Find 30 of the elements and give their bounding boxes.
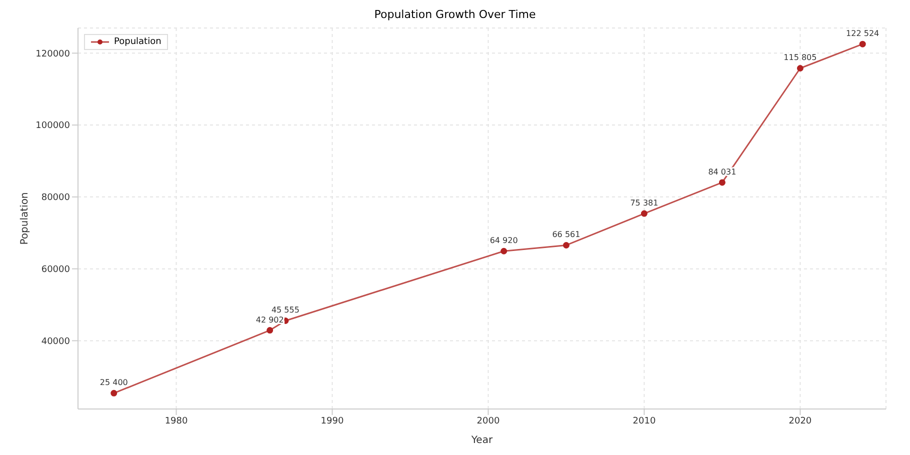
data-label: 75 381 xyxy=(630,198,658,208)
x-tick-label: 2020 xyxy=(788,416,812,426)
x-tick-label: 2010 xyxy=(632,416,656,426)
y-tick-label: 80000 xyxy=(41,193,70,204)
data-label: 115 805 xyxy=(784,53,817,62)
chart-title: Population Growth Over Time xyxy=(373,8,537,23)
x-tick-label: 1980 xyxy=(164,416,188,426)
point xyxy=(562,242,570,248)
y-axis-title: Population xyxy=(20,192,31,245)
x-axis-title: Year xyxy=(470,435,494,446)
data-label: 64 920 xyxy=(490,236,518,246)
data-label: 42 902 xyxy=(256,315,284,324)
legend-label: Population xyxy=(114,37,162,47)
point xyxy=(718,179,726,186)
data-label: 122 524 xyxy=(846,29,880,38)
data-label: 45 555 xyxy=(271,306,300,315)
point xyxy=(796,64,804,72)
point xyxy=(640,210,648,217)
point xyxy=(500,248,508,254)
y-tick-label: 60000 xyxy=(41,265,70,276)
data-label: 25 400 xyxy=(100,378,128,388)
point xyxy=(110,390,118,396)
point xyxy=(266,327,274,334)
y-tick-label: 100000 xyxy=(36,121,70,132)
point xyxy=(859,40,866,48)
y-tick-label: 120000 xyxy=(36,49,70,60)
y-tick-label: 40000 xyxy=(41,336,70,347)
x-tick-label: 1990 xyxy=(320,416,344,426)
x-tick-label: 2000 xyxy=(476,416,500,426)
data-label: 66 561 xyxy=(552,230,580,240)
